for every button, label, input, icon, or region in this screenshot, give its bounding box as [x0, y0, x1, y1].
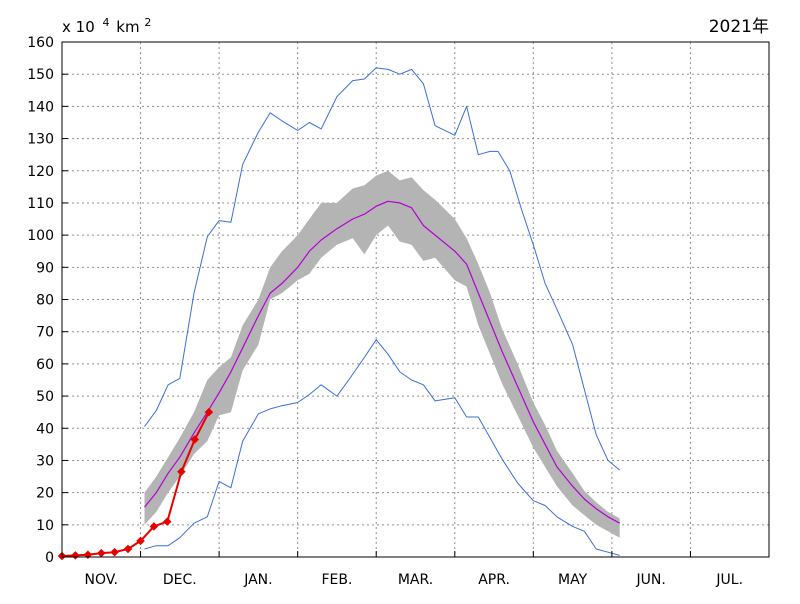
axis-layer: 0 10 20 30 40 50 60 70 80 90 100 110 120 130 140 150 160… — [27, 35, 743, 588]
current-year-point — [123, 544, 133, 554]
x-month-label: MAR. — [398, 572, 433, 588]
current-year-point — [110, 547, 119, 557]
y-tick-label: 0 — [45, 550, 54, 566]
min-series-line — [144, 339, 620, 556]
y-tick-label: 130 — [27, 132, 54, 148]
chart-title: 2021年 — [709, 17, 769, 37]
current-year-point — [190, 435, 200, 444]
x-month-label: DEC. — [163, 572, 197, 588]
current-year-point — [204, 407, 214, 417]
x-month-label: FEB. — [321, 572, 352, 588]
current-year-point — [149, 522, 159, 531]
y-tick-label: 30 — [36, 453, 54, 469]
x-month-label: JUN. — [636, 572, 666, 588]
grid-layer — [62, 42, 769, 557]
y-tick-label: 120 — [27, 164, 54, 180]
x-month-label: JUL. — [715, 572, 743, 588]
y-tick-label: 140 — [27, 99, 54, 115]
unit-label-unit: km — [116, 18, 139, 36]
y-tick-label: 20 — [36, 486, 54, 502]
y-tick-label: 60 — [36, 357, 54, 373]
mean-series-line — [144, 200, 620, 524]
current-year-point — [83, 550, 93, 560]
max-series-line — [144, 67, 621, 471]
unit-label-base: x 10 — [62, 18, 95, 36]
unit-label: x 10 4 km 2 — [62, 12, 151, 36]
y-tick-label: 70 — [36, 325, 54, 341]
x-month-label: NOV. — [85, 572, 118, 588]
y-tick-label: 160 — [27, 35, 54, 51]
y-tick-label: 10 — [36, 518, 54, 534]
y-tick-label: 90 — [36, 260, 54, 276]
line-layer — [144, 67, 621, 556]
y-tick-label: 50 — [36, 389, 54, 405]
current-year-point — [136, 536, 145, 546]
y-tick-label: 110 — [27, 196, 54, 212]
y-tick-label: 40 — [36, 421, 54, 437]
current-year-point — [96, 548, 106, 558]
x-month-label: APR. — [478, 572, 510, 588]
y-tick-label: 100 — [27, 228, 54, 244]
current-year-point — [71, 551, 80, 560]
current-year-point — [177, 467, 186, 477]
current-year-point — [162, 517, 172, 526]
y-tick-label: 150 — [27, 67, 54, 83]
x-month-label: JAN. — [243, 572, 272, 588]
y-tick-label: 80 — [36, 293, 54, 309]
unit-label-unit-exponent: 2 — [144, 16, 151, 29]
x-month-label: MAY — [558, 572, 588, 588]
unit-label-exponent: 4 — [103, 16, 110, 29]
